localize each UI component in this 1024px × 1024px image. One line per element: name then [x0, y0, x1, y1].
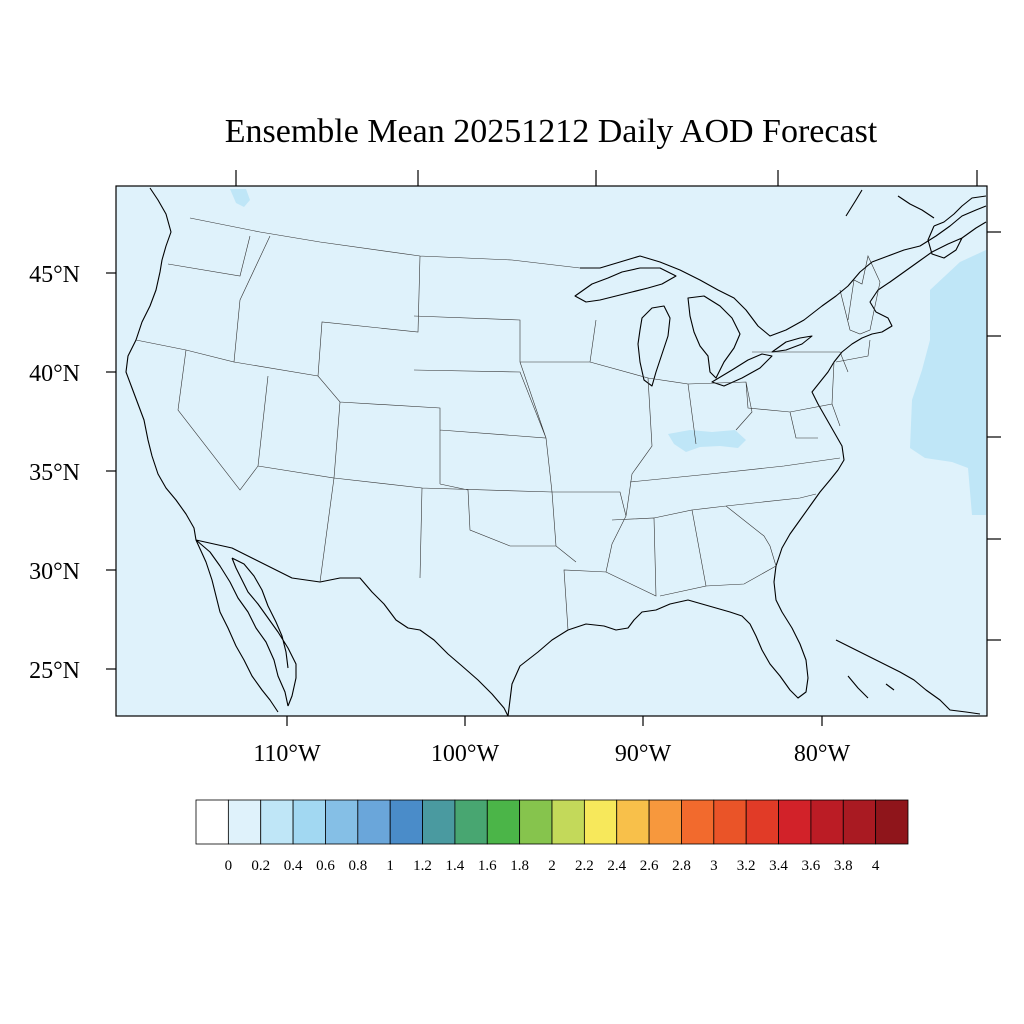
aod-patch-northwest [230, 189, 250, 207]
colorbar-swatch [292, 799, 326, 845]
colorbar-swatch [422, 799, 456, 845]
colorbar-labels: 0 0.2 0.4 0.6 0.8 1 1.2 1.4 1.6 1.8 2 2.2 2.4 2.6 2.8 3… [225, 858, 880, 874]
colorbar-swatch [195, 799, 229, 845]
colorbar-label: 2.8 [672, 858, 691, 874]
colorbar-swatch [583, 799, 618, 845]
colorbar-label: 3.2 [737, 858, 756, 874]
aod-patch-ohio-valley [668, 430, 746, 452]
colorbar-label: 3.6 [802, 858, 821, 874]
caribbean-islands [835, 639, 981, 715]
longitude-labels: 110°W 100°W 90°W 80°W [253, 741, 850, 767]
colorbar-label: 0.4 [284, 858, 303, 874]
colorbar-swatch [486, 799, 521, 845]
mexico-coastline [195, 539, 279, 713]
lon-label: 110°W [253, 741, 321, 767]
colorbar-swatch [454, 799, 488, 845]
colorbar-swatch [551, 799, 585, 845]
colorbar-label: 0 [225, 858, 233, 874]
colorbar-swatch [713, 799, 747, 845]
colorbar-label: 1.4 [446, 858, 465, 874]
colorbar-label: 2.2 [575, 858, 594, 874]
colorbar-label: 1.2 [413, 858, 432, 874]
colorbar [195, 799, 909, 845]
colorbar-label: 0.6 [316, 858, 335, 874]
canada-coastline [580, 189, 987, 337]
colorbar-label: 4 [872, 858, 880, 874]
colorbar-swatch [227, 799, 262, 845]
colorbar-label: 0.2 [251, 858, 270, 874]
colorbar-swatch [648, 799, 682, 845]
colorbar-swatch [325, 799, 359, 845]
lon-label: 90°W [615, 741, 672, 767]
colorbar-swatch [810, 799, 844, 845]
lat-label: 25°N [29, 658, 80, 684]
colorbar-label: 3.4 [769, 858, 788, 874]
lat-label: 30°N [29, 559, 80, 585]
map-panel [106, 170, 1001, 726]
colorbar-swatch [616, 799, 650, 845]
colorbar-swatch [875, 799, 909, 845]
colorbar-swatch [519, 799, 553, 845]
us-coastline [125, 187, 987, 717]
colorbar-label: 2 [548, 858, 556, 874]
lat-label: 45°N [29, 262, 80, 288]
colorbar-label: 3 [710, 858, 718, 874]
colorbar-swatch [745, 799, 779, 845]
colorbar-label: 2.4 [607, 858, 626, 874]
colorbar-label: 0.8 [348, 858, 367, 874]
colorbar-swatch [389, 799, 423, 845]
colorbar-swatch [260, 799, 294, 845]
colorbar-label: 3.8 [834, 858, 853, 874]
lat-label: 35°N [29, 460, 80, 486]
lon-label: 80°W [794, 741, 851, 767]
axis-ticks [106, 170, 1001, 726]
colorbar-label: 2.6 [640, 858, 659, 874]
aod-shading [230, 189, 986, 515]
colorbar-label: 1.6 [478, 858, 497, 874]
colorbar-label: 1.8 [510, 858, 529, 874]
figure-title: Ensemble Mean 20251212 Daily AOD Forecas… [225, 113, 878, 150]
lon-label: 100°W [431, 741, 500, 767]
colorbar-label: 1 [386, 858, 394, 874]
state-borders [135, 217, 881, 631]
great-lakes [574, 267, 813, 387]
aod-patch-atlantic [910, 250, 986, 515]
colorbar-swatch [778, 799, 812, 845]
map-frame [115, 185, 988, 717]
colorbar-swatch [842, 799, 877, 845]
colorbar-swatch [357, 799, 391, 845]
map-background [116, 186, 987, 716]
colorbar-swatch [681, 799, 715, 845]
lat-label: 40°N [29, 361, 80, 387]
latitude-labels: 45°N 40°N 35°N 30°N 25°N [29, 262, 80, 684]
